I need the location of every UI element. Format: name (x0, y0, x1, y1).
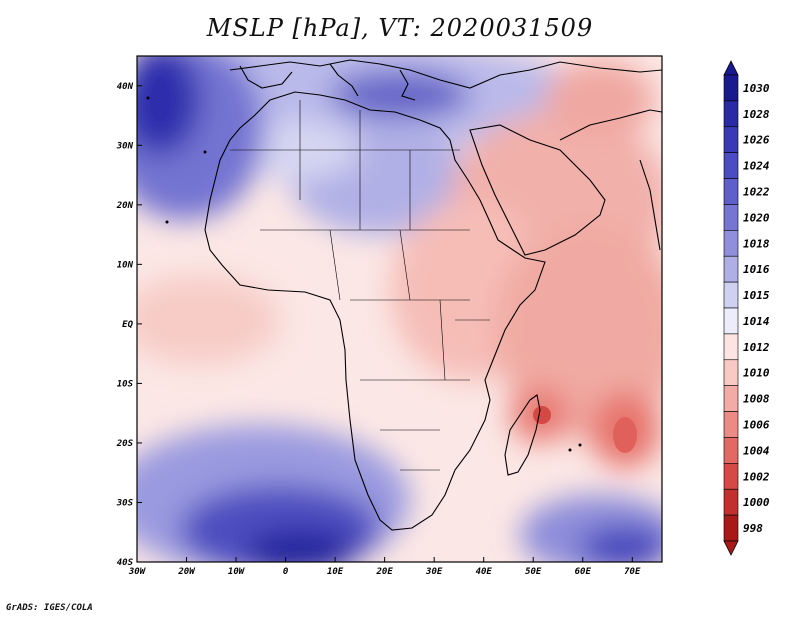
colorbar-label: 1030 (743, 82, 770, 95)
colorbar-swatch (723, 126, 739, 153)
lat-tick-label: 20N (116, 201, 134, 211)
europe-outline (229, 59, 662, 89)
lat-tick-label: 40S (117, 558, 134, 568)
low-core-madagascar (533, 406, 551, 424)
grads-credit: GrADS: IGES/COLA (6, 603, 93, 613)
lon-tick-label: 30E (425, 567, 443, 577)
lon-tick-label: 40E (476, 567, 493, 577)
colorbar-label: 1012 (743, 341, 770, 354)
colorbar-label: 998 (743, 522, 763, 535)
colorbar-swatch (723, 152, 739, 179)
colorbar-label: 1022 (743, 186, 770, 199)
lat-tick-label: 10S (117, 379, 134, 389)
colorbar-arrow-bottom (723, 540, 739, 556)
colorbar-swatch (723, 463, 739, 490)
pressure-field (137, 56, 662, 562)
border-lines (230, 100, 490, 471)
colorbar-swatch (723, 178, 739, 205)
colorbar-swatch (723, 74, 739, 102)
colorbar-swatch (723, 307, 739, 335)
lat-tick-label: 40N (117, 82, 134, 92)
colorbar-label: 1010 (743, 367, 770, 380)
colorbar-label: 1018 (743, 237, 770, 250)
island-cape-verde (165, 220, 169, 224)
arabia-outline (469, 124, 606, 256)
lon-tick-label: 20W (177, 567, 196, 577)
lat-tick-label: EQ (122, 320, 133, 330)
colorbar-swatch (723, 437, 739, 464)
colorbar: 1030 1028 1026 1024 1022 1020 1018 1016 1015 1014… (723, 60, 770, 556)
colorbar-swatch (723, 359, 739, 386)
field-azores-core (137, 56, 200, 155)
lon-tick-label: 70E (624, 567, 641, 577)
field-south-indian-core (580, 526, 662, 562)
island-canary (203, 150, 207, 154)
lon-tick-label: 0 (283, 567, 289, 577)
lat-tick-label: 10N (117, 260, 134, 270)
coastlines (204, 59, 662, 531)
colorbar-label: 1004 (743, 444, 770, 457)
iberia-outline (239, 65, 293, 89)
islands (146, 96, 582, 452)
colorbar-label: 1015 (743, 289, 770, 302)
island-mauritius (578, 443, 582, 447)
colorbar-label: 1006 (743, 419, 770, 432)
madagascar-outline (504, 394, 541, 476)
low-core-indian-ocean (613, 417, 637, 453)
lat-tick-label: 30N (116, 141, 134, 151)
colorbar-arrow-top (723, 60, 739, 76)
lat-tick-label: 20S (116, 439, 134, 449)
lon-tick-label: 50E (525, 567, 542, 577)
lat-tick-label: 30S (116, 498, 134, 508)
borders (230, 100, 490, 471)
persia-outline (559, 109, 662, 141)
latitude-axis: 40N 30N 20N 10N EQ 10S 20S 30S 40S (116, 82, 142, 568)
colorbar-label: 1028 (743, 108, 770, 121)
field-med-high (330, 70, 470, 120)
colorbar-label: 1026 (743, 134, 770, 147)
colorbar-swatch (723, 411, 739, 438)
lon-tick-label: 20E (376, 567, 394, 577)
africa-outline (204, 91, 546, 531)
colorbar-swatch (723, 281, 739, 309)
mslp-map: 40N 30N 20N 10N EQ 10S 20S 30S 40S 30W 20W 10W 0 10E… (116, 55, 770, 577)
field-indian-ocean (495, 220, 662, 440)
colorbar-swatch (723, 255, 739, 283)
colorbar-swatch (723, 230, 739, 257)
colorbar-label: 1024 (743, 160, 770, 173)
lon-tick-label: 30W (128, 567, 147, 577)
field-gulf-guinea (137, 275, 280, 365)
italy-outline (329, 63, 359, 97)
field-persia (545, 60, 655, 140)
colorbar-label: 1020 (743, 211, 770, 224)
colorbar-swatch (723, 488, 739, 516)
colorbar-swatch (723, 204, 739, 231)
colorbar-label: 1016 (743, 263, 770, 276)
colorbar-label: 1014 (743, 315, 770, 328)
island-azores (146, 96, 150, 100)
india-outline (639, 159, 661, 251)
colorbar-swatch (723, 385, 739, 412)
colorbar-swatch (723, 100, 739, 128)
colorbar-label: 1000 (743, 496, 770, 509)
greece-outline (399, 69, 416, 101)
field-south-atlantic-core (245, 530, 355, 562)
colorbar-swatch (723, 514, 739, 542)
map-title: MSLP [hPa], VT: 2020031509 (206, 14, 594, 42)
plot-frame (136, 55, 663, 563)
lon-tick-label: 10E (327, 567, 344, 577)
colorbar-label: 1008 (743, 393, 770, 406)
island-reunion (568, 448, 572, 452)
lon-tick-label: 10W (228, 567, 246, 577)
longitude-axis: 30W 20W 10W 0 10E 20E 30E 40E 50E 60E 70E (128, 557, 641, 577)
lon-tick-label: 60E (575, 567, 592, 577)
colorbar-swatch (723, 333, 739, 361)
colorbar-label: 1002 (743, 470, 770, 483)
